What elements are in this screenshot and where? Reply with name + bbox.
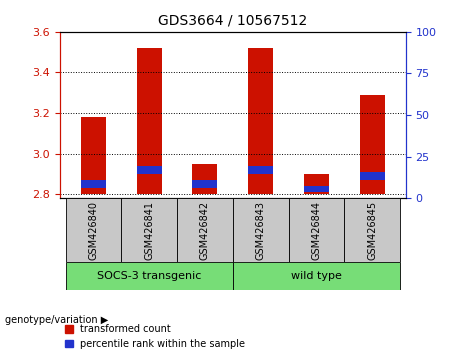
Bar: [233, 198, 289, 262]
Text: genotype/variation ▶: genotype/variation ▶: [5, 315, 108, 325]
Bar: [136, 48, 162, 194]
Bar: [233, 262, 400, 290]
Text: GSM426841: GSM426841: [144, 201, 154, 259]
Text: GSM426842: GSM426842: [200, 200, 210, 260]
Bar: [65, 198, 121, 262]
Bar: [121, 198, 177, 262]
Text: SOCS-3 transgenic: SOCS-3 transgenic: [97, 271, 201, 281]
Text: GSM426845: GSM426845: [367, 200, 377, 260]
Bar: [81, 180, 106, 188]
Bar: [248, 166, 273, 174]
Bar: [304, 186, 329, 192]
Bar: [192, 164, 218, 194]
Text: GSM426840: GSM426840: [89, 201, 98, 259]
Bar: [344, 198, 400, 262]
Bar: [177, 198, 233, 262]
Bar: [289, 198, 344, 262]
Legend: transformed count, percentile rank within the sample: transformed count, percentile rank withi…: [65, 324, 245, 349]
Text: GSM426844: GSM426844: [312, 201, 321, 259]
Bar: [304, 174, 329, 194]
Bar: [248, 48, 273, 194]
Bar: [136, 166, 162, 174]
Text: wild type: wild type: [291, 271, 342, 281]
Title: GDS3664 / 10567512: GDS3664 / 10567512: [158, 14, 307, 28]
Bar: [81, 117, 106, 194]
Bar: [360, 95, 385, 194]
Bar: [360, 172, 385, 180]
Bar: [65, 262, 233, 290]
Text: GSM426843: GSM426843: [256, 201, 266, 259]
Bar: [192, 180, 218, 188]
